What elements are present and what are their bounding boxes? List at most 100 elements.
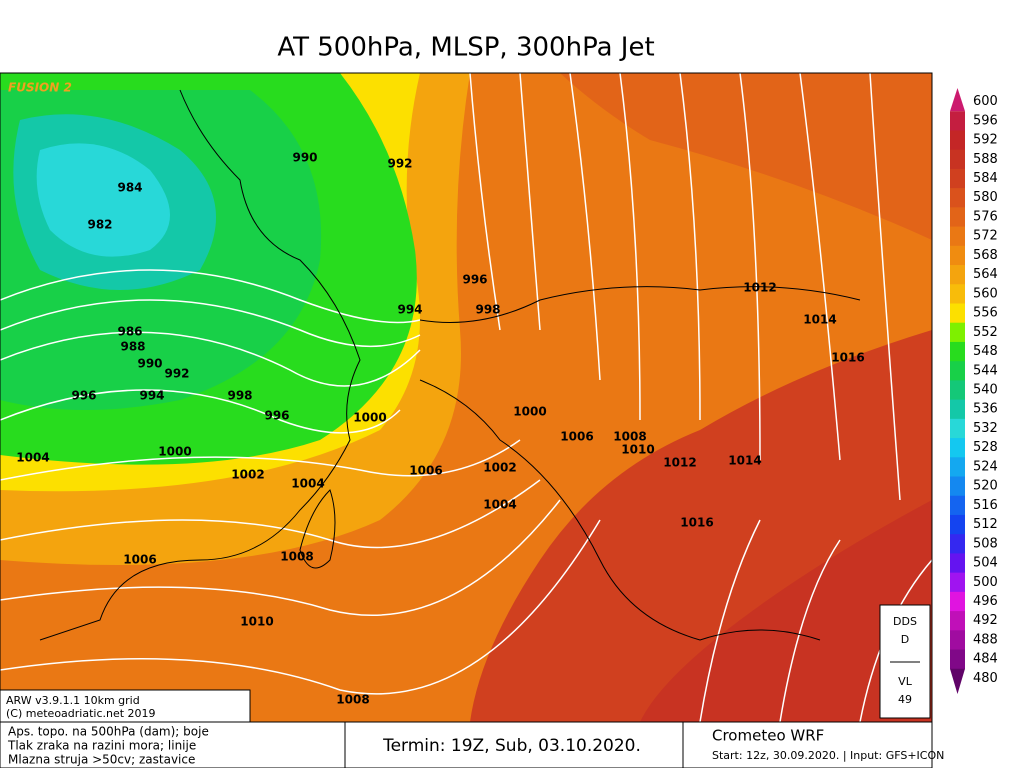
isobar-label: 996 xyxy=(264,409,289,423)
colorbar-label: 496 xyxy=(973,594,998,609)
isobar-label: 996 xyxy=(462,273,487,287)
colorbar-swatch xyxy=(950,265,965,285)
colorbar-label: 568 xyxy=(973,248,998,263)
colorbar-label: 484 xyxy=(973,652,998,667)
colorbar-label: 488 xyxy=(973,632,998,647)
footer-description: Tlak zraka na razini mora; linije xyxy=(7,739,196,753)
colorbar-swatch xyxy=(950,322,965,343)
isobar-label: 1008 xyxy=(280,550,313,564)
colorbar-swatch xyxy=(950,418,965,439)
colorbar-label: 592 xyxy=(973,133,998,148)
colorbar-swatch xyxy=(950,284,965,304)
colorbar-label: 552 xyxy=(973,325,998,340)
colorbar-swatch xyxy=(950,534,965,554)
isobar-label: 1014 xyxy=(803,313,836,327)
field-region xyxy=(36,143,171,257)
colorbar-label: 596 xyxy=(973,113,998,128)
isobar-label: 1000 xyxy=(158,445,191,459)
isobar-label: 1000 xyxy=(513,405,546,419)
info-text: VL xyxy=(898,675,913,688)
info-text: 49 xyxy=(898,693,912,706)
info-text: DDS xyxy=(893,615,917,628)
colorbar-swatch xyxy=(950,226,965,247)
isobar-label: 996 xyxy=(71,389,96,403)
colorbar-label: 580 xyxy=(973,190,998,205)
isobar-label: 992 xyxy=(387,157,412,171)
colorbar-label: 576 xyxy=(973,209,998,224)
isobar-label: 1010 xyxy=(621,443,654,457)
colorbar-swatch xyxy=(950,553,965,574)
colorbar-swatch xyxy=(950,457,965,478)
isobar-label: 982 xyxy=(87,218,112,232)
colorbar-label: 528 xyxy=(973,440,998,455)
isobar-label: 1014 xyxy=(728,454,761,468)
colorbar: 600 596 592 588 584 580 576 572 568 564 560 556 552 5… xyxy=(950,88,998,694)
isobar-label: 1004 xyxy=(291,477,324,491)
colorbar-label: 520 xyxy=(973,479,998,494)
title: AT 500hPa, MLSP, 300hPa Jet xyxy=(277,33,654,63)
colorbar-label: 560 xyxy=(973,286,998,301)
isobar-label: 1008 xyxy=(613,430,646,444)
colorbar-swatch xyxy=(950,630,965,651)
colorbar-arrow xyxy=(950,88,965,112)
colorbar-swatch xyxy=(950,611,965,631)
isobar-label: 1004 xyxy=(16,451,49,465)
credit-line: ARW v3.9.1.1 10km grid xyxy=(6,694,140,707)
colorbar-label: 536 xyxy=(973,402,998,417)
isobar-label: 1002 xyxy=(483,461,516,475)
footer: Aps. topo. na 500hPa (dam); boje Tlak zr… xyxy=(0,721,944,769)
credit-line: (C) meteoadriatic.net 2019 xyxy=(6,707,156,720)
colorbar-swatch xyxy=(950,572,965,593)
colorbar-swatch xyxy=(950,380,965,401)
isobar-label: 1010 xyxy=(240,615,273,629)
colorbar-label: 544 xyxy=(973,363,998,378)
isobar-label: 1006 xyxy=(409,464,442,478)
colorbar-swatch xyxy=(950,591,965,612)
colorbar-swatch xyxy=(950,149,965,170)
colorbar-swatch xyxy=(950,245,965,266)
colorbar-label: 500 xyxy=(973,575,998,590)
credits-box xyxy=(0,689,251,723)
colorbar-swatch xyxy=(950,514,965,535)
colorbar-swatch xyxy=(950,649,965,670)
colorbar-label: 480 xyxy=(973,671,998,686)
colorbar-swatch xyxy=(950,476,965,497)
colorbar-label: 584 xyxy=(973,171,998,186)
isobar-label: 986 xyxy=(117,325,142,339)
colorbar-label: 556 xyxy=(973,306,998,321)
isobar-label: 1008 xyxy=(336,693,369,707)
colorbar-swatch xyxy=(950,399,965,420)
field-region xyxy=(640,500,932,722)
watermark: FUSION 2 xyxy=(8,81,72,95)
colorbar-swatch xyxy=(950,207,965,228)
colorbar-label: 512 xyxy=(973,517,998,532)
colorbar-swatch xyxy=(950,188,965,208)
isobar-label: 1000 xyxy=(353,411,386,425)
colorbar-swatch xyxy=(950,111,965,131)
colorbar-label: 524 xyxy=(973,459,998,474)
isobar-label: 1006 xyxy=(123,553,156,567)
footer-description: Mlazna struja >50cv; zastavice xyxy=(8,753,195,767)
isobar-label: 998 xyxy=(227,389,252,403)
start-info: Start: 12z, 30.09.2020. | Input: GFS+ICO… xyxy=(712,749,944,762)
isobar-label: 994 xyxy=(139,389,164,403)
isobar-label: 994 xyxy=(397,303,422,317)
colorbar-label: 508 xyxy=(973,536,998,551)
isobar-label: 984 xyxy=(117,181,142,195)
colorbar-swatch xyxy=(950,495,965,516)
isobar-label: 1002 xyxy=(231,468,264,482)
isobar-label: 998 xyxy=(475,303,500,317)
colorbar-swatch xyxy=(950,168,965,189)
footer-description: Aps. topo. na 500hPa (dam); boje xyxy=(8,725,209,739)
isobar-label: 990 xyxy=(137,357,162,371)
isobar-label: 988 xyxy=(120,340,145,354)
colorbar-label: 564 xyxy=(973,267,998,282)
map: FUSION 2 990 9929849829969989941012101410… xyxy=(0,72,933,723)
colorbar-label: 572 xyxy=(973,229,998,244)
isobar-label: 1016 xyxy=(831,351,864,365)
termin: Termin: 19Z, Sub, 03.10.2020. xyxy=(382,736,641,756)
colorbar-swatch xyxy=(950,341,965,362)
isobar-label: 992 xyxy=(164,367,189,381)
